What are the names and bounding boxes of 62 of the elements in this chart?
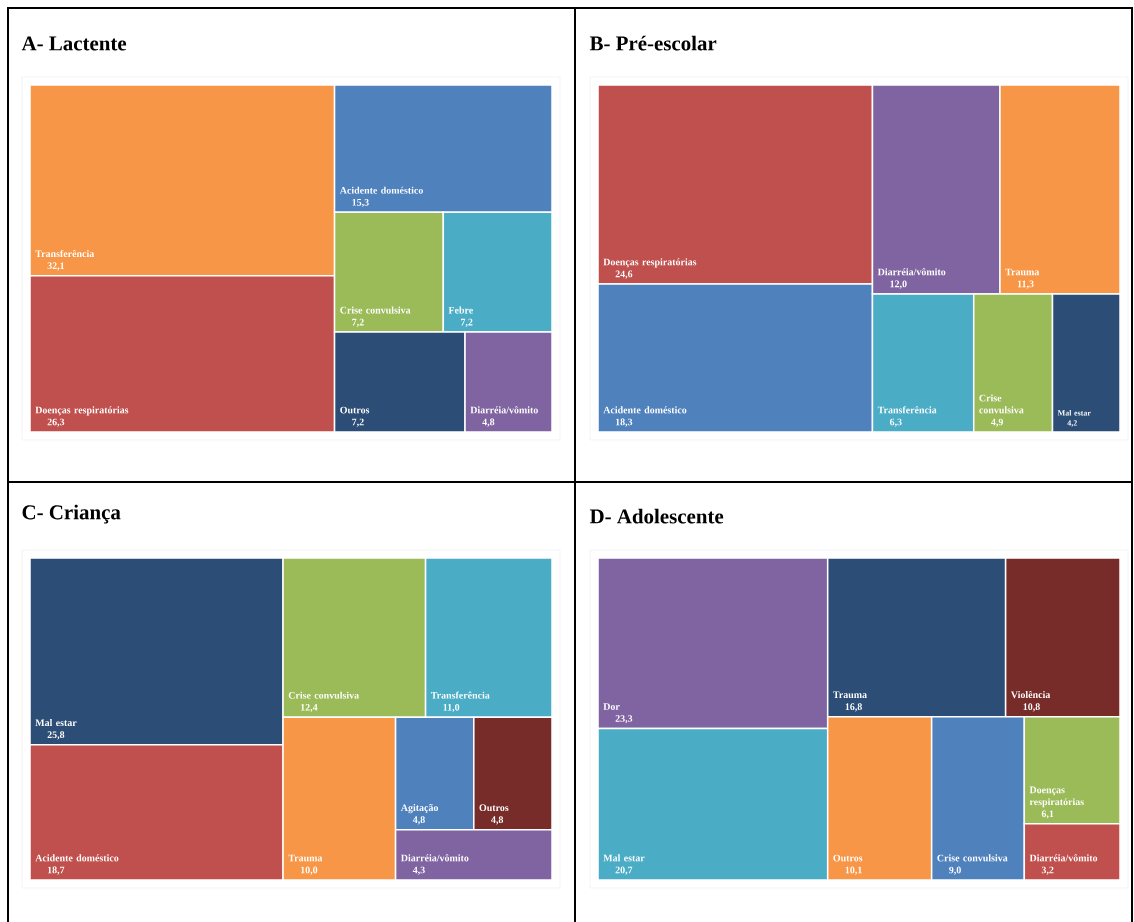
data-label: 4,8	[482, 418, 495, 427]
text: A- Lactente	[21, 36, 127, 51]
data-label: 10,0	[301, 866, 318, 875]
data-label: 32,1	[47, 262, 65, 271]
category-label: Trauma	[288, 854, 323, 862]
data-label: 7,2	[352, 318, 364, 327]
data-label: 4,8	[491, 816, 504, 825]
data-label: 4,9	[991, 418, 1003, 427]
category-label: Outros	[340, 406, 370, 414]
category-label: Crise convulsiva	[340, 306, 411, 314]
category-label: Transferência	[430, 691, 490, 699]
category-label: Diarréia/vômito	[400, 854, 469, 862]
category-label: Doenças respiratórias	[603, 258, 697, 268]
data-label: 7,2	[461, 318, 473, 327]
category-label: Dor	[603, 703, 620, 710]
data-label: 18,3	[615, 418, 633, 427]
data-label: 12,0	[890, 280, 907, 289]
category-label: Acidente doméstico	[603, 406, 687, 414]
data-label: 7,2	[352, 418, 364, 427]
category-label: Violência	[1010, 690, 1051, 699]
category-label: Crise convulsiva	[937, 854, 1008, 862]
data-label: 16,8	[845, 703, 862, 712]
category-label: Crise convulsiva	[979, 394, 1024, 414]
data-label: 15,3	[352, 198, 369, 208]
data-label: 26,3	[47, 418, 65, 427]
data-label: 10,8	[1023, 703, 1040, 712]
data-label: 3,2	[1041, 866, 1054, 875]
category-label: Mal estar	[603, 854, 645, 862]
category-label: Agitação	[400, 804, 439, 814]
category-label: Diarréia/vômito	[1029, 854, 1098, 862]
category-label: Transferência	[35, 249, 95, 258]
category-label: Acidente doméstico	[35, 854, 119, 862]
data-label: 18,7	[47, 866, 65, 875]
category-label: Trauma	[833, 691, 867, 699]
data-label: 6,3	[889, 418, 902, 427]
category-label: Outros	[833, 854, 863, 862]
category-label: Diarréia/vômito	[877, 268, 946, 276]
data-label: 20,7	[615, 866, 633, 875]
category-label: Diarréia/vômito	[470, 406, 538, 414]
category-label: Crise convulsiva	[288, 691, 359, 699]
category-label: Outros	[479, 804, 509, 812]
data-label: 11,0	[443, 703, 460, 713]
category-label: Doenças respiratórias	[35, 406, 129, 416]
text: C- Criança	[22, 504, 121, 524]
data-label: 24,6	[615, 270, 633, 279]
data-label: 4,3	[412, 866, 425, 875]
text: D- Adolescente	[589, 508, 724, 524]
data-label: 9,0	[949, 866, 961, 875]
text: B- Pré-escolar	[589, 35, 717, 51]
data-label: 10,1	[845, 866, 862, 875]
data-label: 6,1	[1041, 810, 1054, 819]
data-label: 23,3	[615, 715, 633, 724]
data-label: 4,8	[412, 816, 425, 825]
data-label: 11,3	[1017, 280, 1034, 289]
category-label: Transferência	[877, 406, 937, 414]
category-label: Acidente doméstico	[339, 186, 423, 194]
category-label: Febre	[448, 306, 473, 314]
data-label: 25,8	[47, 731, 65, 740]
category-label: Doenças respiratórias	[1029, 786, 1084, 808]
category-label: Mal estar	[35, 719, 77, 727]
data-label: 12,4	[301, 703, 318, 713]
category-label: Trauma	[1005, 268, 1040, 276]
